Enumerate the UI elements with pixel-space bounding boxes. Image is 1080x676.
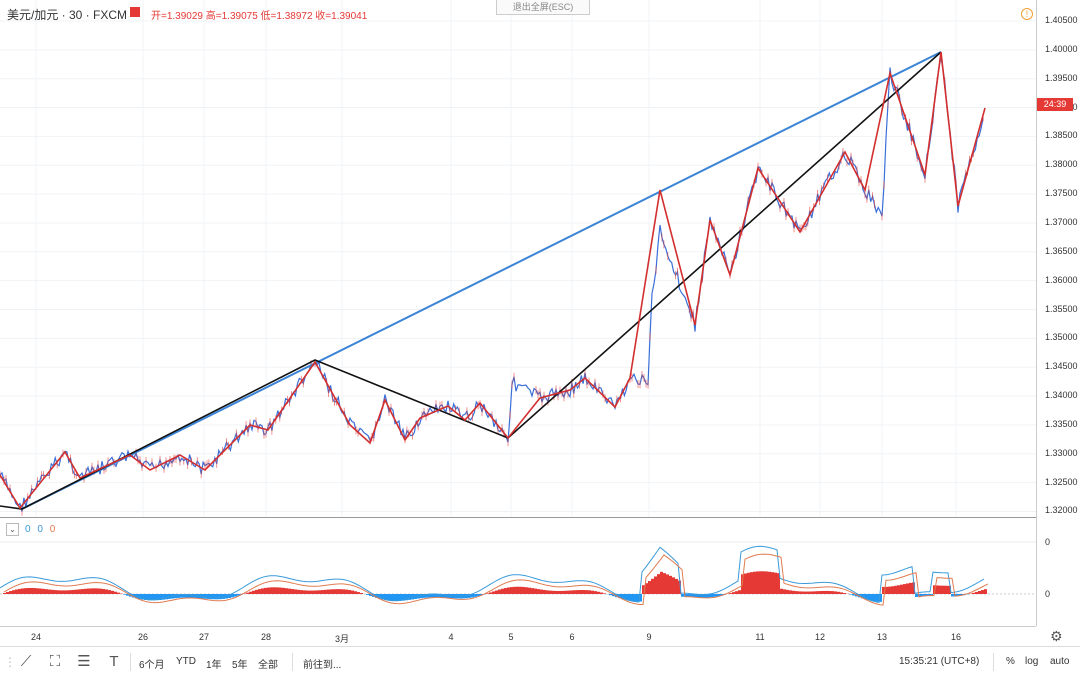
range-6m[interactable]: 6个月 <box>139 656 165 671</box>
price-tick: 1.40500 <box>1045 15 1078 25</box>
range-5y[interactable]: 5年 <box>232 656 248 671</box>
flag-icon[interactable] <box>130 7 140 17</box>
price-tick: 1.37500 <box>1045 188 1078 198</box>
current-price-tag: 24:39 <box>1037 98 1073 111</box>
fib-tool-icon[interactable]: ☰ <box>74 652 94 672</box>
log-toggle[interactable]: log <box>1025 656 1038 667</box>
price-tick: 1.38500 <box>1045 130 1078 140</box>
time-tick: 28 <box>261 632 271 642</box>
price-tick: 1.36500 <box>1045 246 1078 256</box>
ohlc-readout: 开=1.39029 高=1.39075 低=1.38972 收=1.39041 <box>151 7 367 22</box>
time-tick: 9 <box>646 632 651 642</box>
time-tick: 5 <box>508 632 513 642</box>
time-tick: 3月 <box>335 632 349 645</box>
goto-date-button[interactable]: 前往到... <box>303 656 341 671</box>
price-tick: 1.35500 <box>1045 304 1078 314</box>
range-ytd[interactable]: YTD <box>176 656 196 667</box>
price-tick: 1.38000 <box>1045 159 1078 169</box>
time-tick: 27 <box>199 632 209 642</box>
chevron-down-icon[interactable]: ⌄ <box>6 523 19 536</box>
time-tick: 4 <box>448 632 453 642</box>
time-tick: 11 <box>755 632 764 642</box>
trend-line-tool-icon[interactable]: ⟋ <box>16 652 36 672</box>
legend-value-3: 0 <box>50 524 56 535</box>
indicator-legend: ⌄ 0 0 0 <box>6 523 55 536</box>
price-tick: 1.40000 <box>1045 44 1078 54</box>
price-tick: 1.36000 <box>1045 275 1078 285</box>
time-axis[interactable]: 24 26 27 28 3月 4 5 6 9 11 12 13 16 <box>0 626 1036 647</box>
zigzag-red[interactable] <box>0 52 985 508</box>
price-series-up <box>0 77 983 516</box>
drag-handle-icon[interactable]: ⋮ <box>4 652 12 672</box>
price-tick: 1.37000 <box>1045 217 1078 227</box>
price-tick: 1.34500 <box>1045 361 1078 371</box>
indicator-tick: 0 <box>1045 537 1050 547</box>
text-tool-icon[interactable]: T <box>104 652 124 672</box>
price-tick: 1.33500 <box>1045 419 1078 429</box>
time-tick: 12 <box>815 632 825 642</box>
price-axis[interactable]: 1.405001.400001.395001.390001.385001.380… <box>1036 0 1080 518</box>
percent-toggle[interactable]: % <box>1006 656 1015 667</box>
exit-fullscreen-button[interactable]: 退出全屏(ESC) <box>496 0 590 15</box>
symbol-title[interactable]: 美元/加元 · 30 · FXCM <box>7 6 127 23</box>
price-series <box>0 58 983 512</box>
legend-value-2: 0 <box>37 524 43 535</box>
rectangle-tool-icon[interactable]: ⛶ <box>45 652 65 672</box>
indicator-axis[interactable]: 0 0 <box>1036 518 1080 626</box>
price-chart[interactable] <box>0 0 1036 518</box>
price-tick: 1.39500 <box>1045 73 1078 83</box>
bottom-toolbar: ⋮ ⟋ ⛶ ☰ T 6个月 YTD 1年 5年 全部 前往到... 15:35:… <box>0 646 1080 676</box>
time-tick: 16 <box>951 632 961 642</box>
macd-indicator-pane[interactable] <box>0 518 1036 626</box>
price-tick: 1.32500 <box>1045 477 1078 487</box>
range-1y[interactable]: 1年 <box>206 656 222 671</box>
price-tick: 1.32000 <box>1045 505 1078 515</box>
price-tick: 1.34000 <box>1045 390 1078 400</box>
time-tick: 24 <box>31 632 41 642</box>
auto-toggle[interactable]: auto <box>1050 656 1069 667</box>
clock[interactable]: 15:35:21 (UTC+8) <box>899 656 979 667</box>
range-all[interactable]: 全部 <box>258 656 278 671</box>
price-tick: 1.33000 <box>1045 448 1078 458</box>
legend-value-1: 0 <box>25 524 31 535</box>
indicator-tick: 0 <box>1045 589 1050 599</box>
time-tick: 13 <box>877 632 887 642</box>
price-tick: 1.35000 <box>1045 332 1078 342</box>
gear-icon[interactable]: ⚙ <box>1050 628 1063 645</box>
time-tick: 26 <box>138 632 148 642</box>
time-tick: 6 <box>569 632 574 642</box>
alert-icon[interactable]: ! <box>1021 8 1033 20</box>
